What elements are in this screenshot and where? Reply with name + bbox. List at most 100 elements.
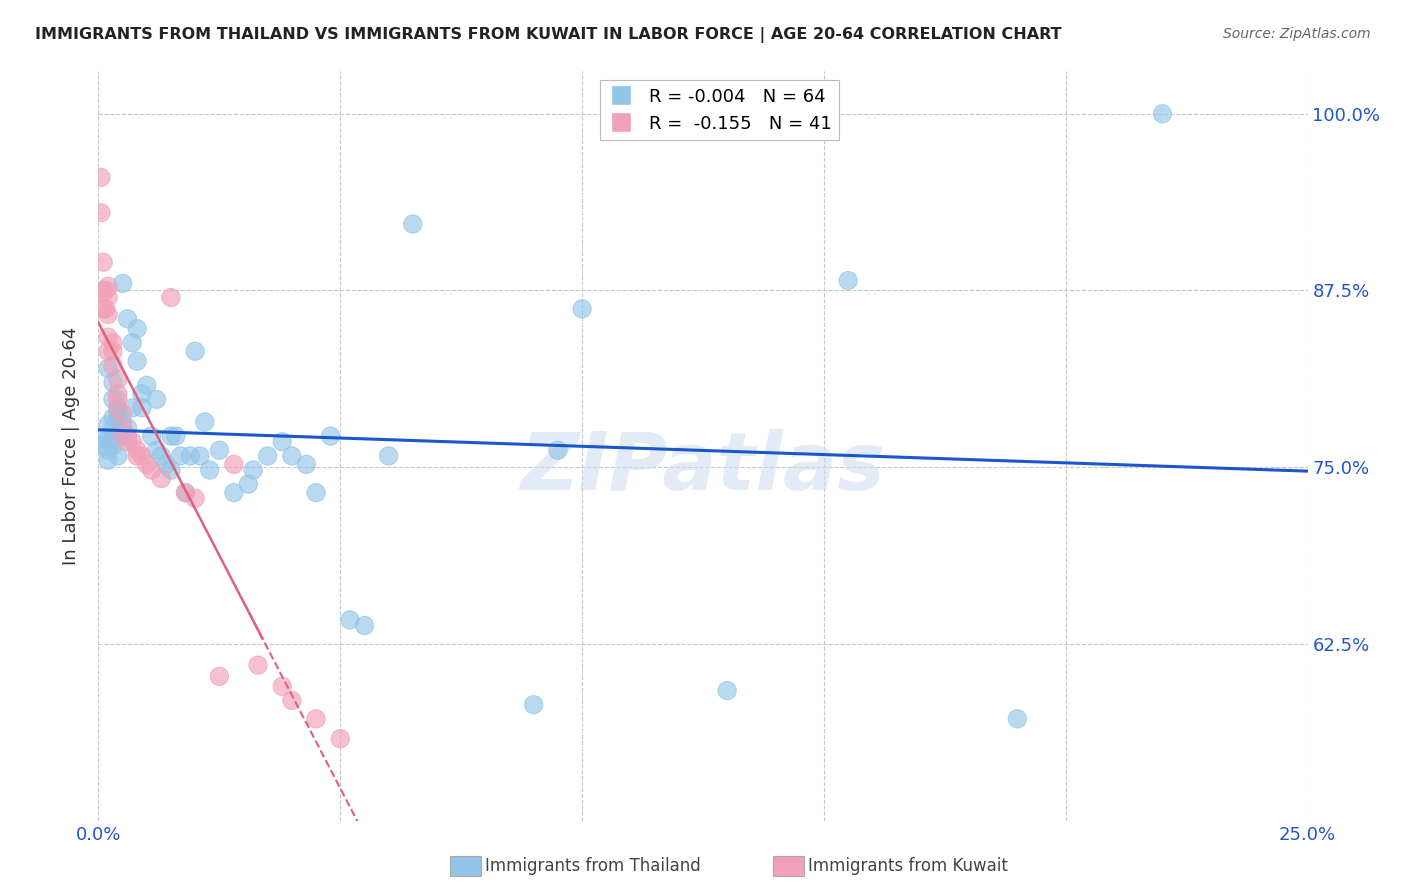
- Point: [101, 432, 124, 446]
- Point: [305, 712, 328, 726]
- Point: [271, 434, 294, 449]
- Point: [111, 407, 134, 421]
- Point: [305, 485, 328, 500]
- Point: [188, 449, 211, 463]
- Point: [97, 443, 120, 458]
- Point: [165, 429, 187, 443]
- Point: [97, 453, 120, 467]
- Point: [121, 401, 143, 415]
- Point: [111, 415, 134, 429]
- Point: [97, 344, 120, 359]
- Point: [131, 401, 153, 415]
- Point: [319, 429, 342, 443]
- Point: [94, 301, 117, 316]
- Point: [150, 471, 173, 485]
- Point: [160, 463, 183, 477]
- Point: [97, 361, 120, 376]
- Point: [127, 321, 149, 335]
- Point: [238, 477, 260, 491]
- Point: [571, 301, 593, 316]
- Point: [97, 432, 120, 446]
- Point: [127, 354, 149, 368]
- Point: [174, 485, 197, 500]
- Point: [523, 698, 546, 712]
- Point: [402, 217, 425, 231]
- Point: [91, 439, 114, 453]
- Point: [91, 301, 114, 316]
- Text: Immigrants from Kuwait: Immigrants from Kuwait: [808, 857, 1008, 875]
- Point: [94, 284, 117, 298]
- Point: [1007, 712, 1029, 726]
- Point: [305, 485, 328, 500]
- Point: [184, 344, 207, 359]
- Point: [111, 277, 134, 291]
- Point: [91, 255, 114, 269]
- Point: [247, 658, 270, 673]
- Point: [111, 277, 134, 291]
- Point: [353, 618, 375, 632]
- Point: [107, 386, 129, 401]
- Point: [101, 376, 124, 390]
- Point: [281, 693, 304, 707]
- Point: [571, 301, 593, 316]
- Point: [247, 658, 270, 673]
- Point: [101, 432, 124, 446]
- Point: [305, 712, 328, 726]
- Point: [188, 449, 211, 463]
- Point: [222, 485, 245, 500]
- Point: [111, 420, 134, 434]
- Legend: R = -0.004   N = 64, R =  -0.155   N = 41: R = -0.004 N = 64, R = -0.155 N = 41: [600, 80, 839, 140]
- Point: [160, 463, 183, 477]
- Point: [179, 449, 201, 463]
- Point: [155, 458, 177, 472]
- Point: [271, 679, 294, 693]
- Point: [179, 449, 201, 463]
- Point: [716, 683, 738, 698]
- Point: [256, 449, 278, 463]
- Point: [169, 449, 191, 463]
- Point: [523, 698, 546, 712]
- Point: [97, 417, 120, 432]
- Point: [160, 429, 183, 443]
- Point: [135, 378, 157, 392]
- Point: [101, 439, 124, 453]
- Point: [145, 392, 167, 407]
- Point: [117, 420, 139, 434]
- Point: [97, 279, 120, 293]
- Point: [281, 693, 304, 707]
- Point: [94, 284, 117, 298]
- Point: [150, 471, 173, 485]
- Point: [145, 443, 167, 458]
- Point: [208, 669, 231, 683]
- Point: [101, 392, 124, 407]
- Point: [101, 335, 124, 350]
- Point: [101, 420, 124, 434]
- Point: [242, 463, 264, 477]
- Point: [145, 392, 167, 407]
- Point: [101, 344, 124, 359]
- Point: [141, 429, 163, 443]
- Point: [127, 354, 149, 368]
- Point: [222, 458, 245, 472]
- Point: [121, 335, 143, 350]
- Point: [242, 463, 264, 477]
- Point: [101, 335, 124, 350]
- Point: [90, 170, 112, 185]
- Point: [97, 330, 120, 344]
- Point: [91, 432, 114, 446]
- Point: [101, 359, 124, 373]
- Point: [121, 401, 143, 415]
- Text: Immigrants from Thailand: Immigrants from Thailand: [485, 857, 700, 875]
- Point: [91, 439, 114, 453]
- Point: [256, 449, 278, 463]
- Point: [91, 284, 114, 298]
- Point: [1152, 107, 1174, 121]
- Point: [101, 410, 124, 425]
- Point: [90, 170, 112, 185]
- Point: [208, 669, 231, 683]
- Point: [90, 205, 112, 219]
- Point: [160, 291, 183, 305]
- Point: [101, 420, 124, 434]
- Point: [117, 434, 139, 449]
- Point: [716, 683, 738, 698]
